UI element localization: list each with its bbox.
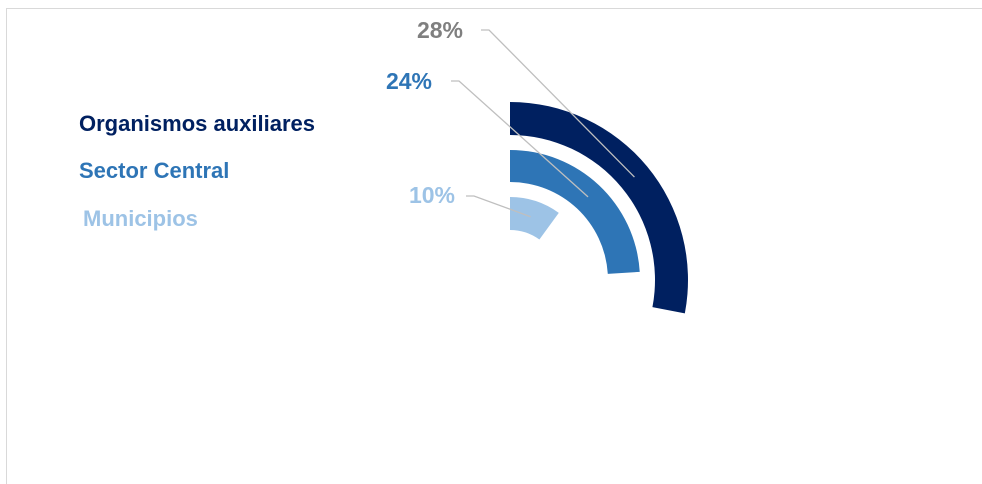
data-label-sector-central: 24%	[386, 68, 432, 94]
bar-sector-central	[510, 150, 640, 274]
leader-line-municipios	[466, 195, 531, 218]
legend-label-sector-central: Sector Central	[79, 158, 230, 183]
chart-frame	[6, 8, 982, 484]
legend-label-organismos: Organismos auxiliares	[79, 111, 315, 136]
bar-municipios	[510, 197, 559, 240]
data-label-organismos: 28%	[417, 17, 463, 43]
bar-organismos	[510, 102, 688, 314]
legend-label-municipios: Municipios	[83, 206, 198, 231]
leader-line-organismos	[481, 29, 635, 178]
data-label-municipios: 10%	[409, 182, 455, 208]
leader-line-sector-central	[451, 80, 589, 198]
